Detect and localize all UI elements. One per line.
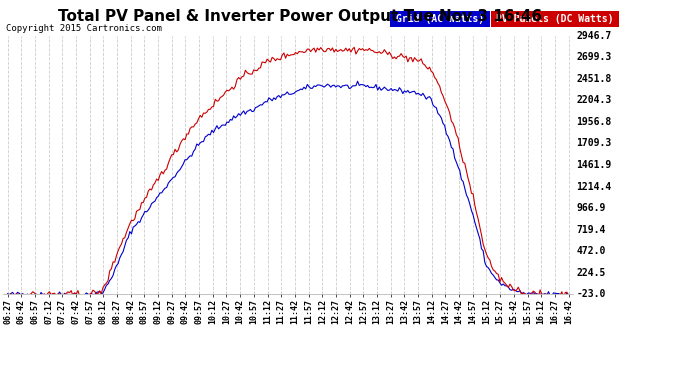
Text: 966.9: 966.9: [576, 203, 606, 213]
Text: Copyright 2015 Cartronics.com: Copyright 2015 Cartronics.com: [6, 24, 161, 33]
Text: 719.4: 719.4: [576, 225, 606, 235]
Text: 2204.3: 2204.3: [576, 95, 611, 105]
Text: Grid (AC Watts): Grid (AC Watts): [396, 14, 484, 24]
Text: 2451.8: 2451.8: [576, 74, 611, 84]
Text: 1214.4: 1214.4: [576, 182, 611, 192]
Text: 1709.3: 1709.3: [576, 138, 611, 148]
Text: 472.0: 472.0: [576, 246, 606, 256]
Text: 1461.9: 1461.9: [576, 160, 611, 170]
Text: 224.5: 224.5: [576, 268, 606, 278]
Text: 2699.3: 2699.3: [576, 52, 611, 62]
Text: 1956.8: 1956.8: [576, 117, 611, 127]
Text: PV Panels (DC Watts): PV Panels (DC Watts): [496, 14, 614, 24]
Text: Total PV Panel & Inverter Power Output Tue Nov 3 16:46: Total PV Panel & Inverter Power Output T…: [58, 9, 542, 24]
Text: -23.0: -23.0: [576, 290, 606, 299]
Text: 2946.7: 2946.7: [576, 31, 611, 40]
